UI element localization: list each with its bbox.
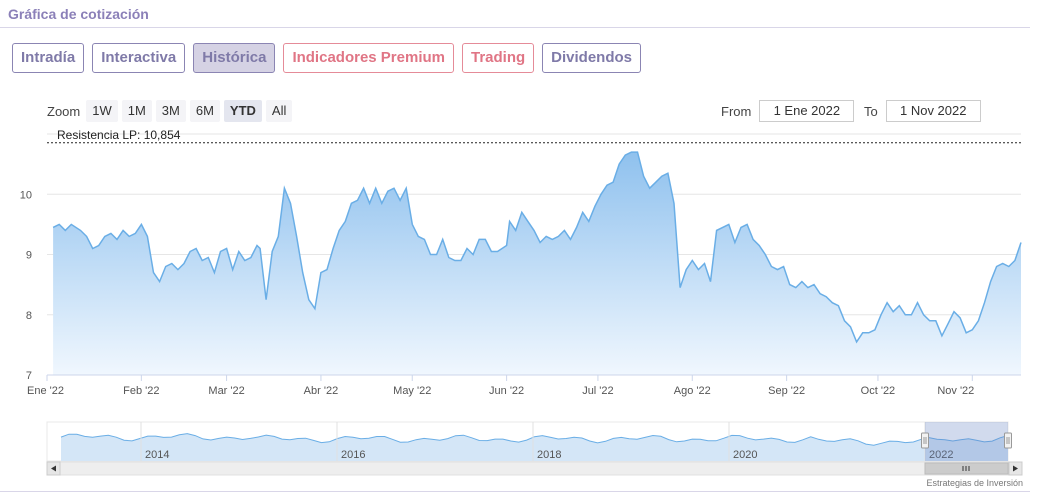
range-from: From 1 Ene 2022 bbox=[721, 100, 855, 122]
navigator-year-label: 2014 bbox=[145, 449, 169, 461]
from-date-input[interactable]: 1 Ene 2022 bbox=[759, 100, 855, 122]
y-axis: 7 8 9 10 bbox=[20, 189, 32, 382]
navigator-year-label: 2018 bbox=[537, 449, 561, 461]
x-tick-label: Jul '22 bbox=[582, 385, 613, 397]
zoom-button-5[interactable]: All bbox=[265, 100, 293, 122]
to-date-input[interactable]: 1 Nov 2022 bbox=[885, 100, 981, 122]
x-tick-label: Nov '22 bbox=[937, 385, 974, 397]
from-label: From bbox=[721, 103, 752, 119]
y-tick-label: 8 bbox=[26, 310, 32, 322]
tab-1[interactable]: Interactiva bbox=[92, 43, 186, 73]
navigator-selection[interactable] bbox=[925, 422, 1008, 461]
zoom-button-0[interactable]: 1W bbox=[86, 100, 118, 122]
zoom-label: Zoom bbox=[47, 103, 81, 119]
zoom-button-3[interactable]: 6M bbox=[189, 100, 220, 122]
arrow-left-icon bbox=[51, 465, 56, 472]
navigator: 2014 2016 2018 2020 2022 bbox=[46, 421, 1023, 476]
x-axis: Ene '22 Feb '22 Mar '22 Abr '22 May '22 Jun '… bbox=[27, 374, 1021, 397]
navigator-area bbox=[61, 433, 1008, 461]
zoom-button-2[interactable]: 3M bbox=[155, 100, 186, 122]
range-to: To 1 Nov 2022 bbox=[864, 100, 981, 122]
x-tick-label: Sep '22 bbox=[768, 385, 805, 397]
zoom-button-1[interactable]: 1M bbox=[121, 100, 152, 122]
bottom-divider bbox=[0, 491, 1030, 492]
x-tick-label: Jun '22 bbox=[489, 385, 524, 397]
x-tick-label: Mar '22 bbox=[208, 385, 244, 397]
zoom-selector: Zoom 1W 1M 3M 6M YTD All bbox=[47, 100, 293, 122]
tab-0[interactable]: Intradía bbox=[12, 43, 85, 73]
arrow-right-icon bbox=[1013, 465, 1018, 472]
to-label: To bbox=[864, 103, 878, 119]
tab-4[interactable]: Trading bbox=[462, 43, 535, 73]
y-tick-label: 10 bbox=[20, 189, 32, 201]
navigator-year-label: 2022 bbox=[929, 449, 953, 461]
title-divider bbox=[0, 27, 1030, 28]
credit-text: Estrategias de Inversión bbox=[926, 478, 1023, 488]
resistance-label: Resistencia LP: 10,854 bbox=[57, 128, 181, 142]
price-area bbox=[53, 152, 1022, 375]
x-tick-label: May '22 bbox=[393, 385, 431, 397]
x-tick-label: Ago '22 bbox=[674, 385, 711, 397]
y-tick-label: 9 bbox=[26, 250, 32, 262]
y-tick-label: 7 bbox=[26, 370, 32, 382]
x-tick-label: Ene '22 bbox=[27, 385, 64, 397]
scrollbar-track[interactable] bbox=[46, 461, 1023, 476]
widget-title: Gráfica de cotización bbox=[8, 6, 149, 22]
price-line bbox=[52, 151, 1022, 344]
tab-3[interactable]: Indicadores Premium bbox=[283, 43, 454, 73]
x-tick-label: Feb '22 bbox=[123, 385, 159, 397]
navigator-year-label: 2020 bbox=[733, 449, 757, 461]
tab-5[interactable]: Dividendos bbox=[542, 43, 642, 73]
navigator-handle-right[interactable] bbox=[1004, 432, 1012, 449]
zoom-button-4[interactable]: YTD bbox=[223, 100, 262, 122]
navigator-handle-left[interactable] bbox=[921, 432, 929, 449]
x-tick-label: Abr '22 bbox=[304, 385, 339, 397]
tab-2[interactable]: Histórica bbox=[193, 43, 276, 73]
chart-tabs: Intradía Interactiva Histórica Indicadores … bbox=[12, 43, 642, 73]
x-tick-label: Oct '22 bbox=[861, 385, 896, 397]
navigator-year-label: 2016 bbox=[341, 449, 365, 461]
navigator-line bbox=[60, 433, 1009, 446]
